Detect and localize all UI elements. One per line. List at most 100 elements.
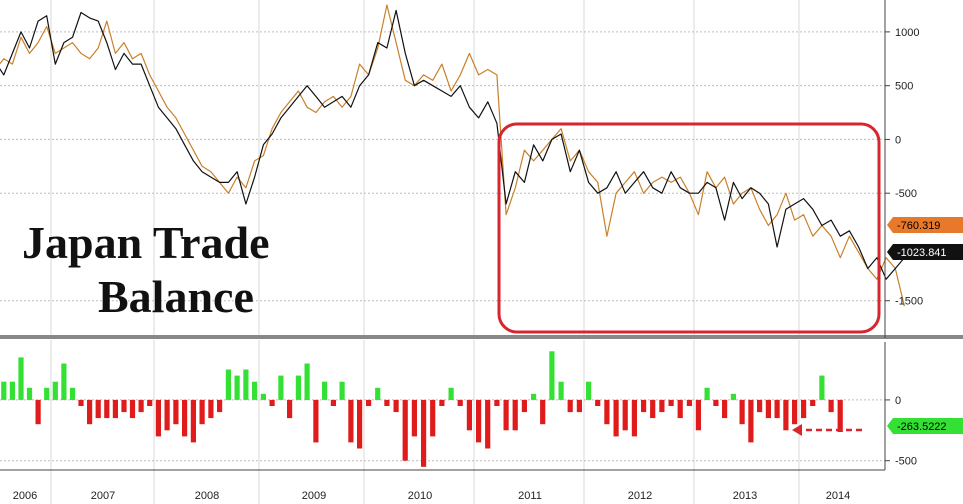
panel-separator [0, 335, 963, 339]
upper-y-ticks: 1000 500 0 -500 -1500 [885, 27, 923, 308]
bar [695, 399, 701, 431]
bar [765, 399, 771, 419]
chart-title-line-2: Balance [98, 271, 254, 322]
bar [104, 399, 110, 419]
upper-tick-label: 500 [895, 81, 913, 93]
year-label: 2013 [733, 490, 757, 502]
bar [837, 399, 843, 432]
upper-plot-area [0, 0, 885, 338]
bar [112, 399, 118, 419]
bar [78, 399, 84, 406]
bar [650, 399, 656, 419]
bar [225, 369, 231, 400]
bar [774, 399, 780, 419]
bar [567, 399, 573, 413]
bar [87, 399, 93, 425]
bar [208, 399, 214, 419]
bar [199, 399, 205, 425]
bar [295, 375, 301, 400]
bar [494, 399, 500, 406]
bar [121, 399, 127, 413]
bar [558, 381, 564, 400]
bar [357, 399, 363, 449]
bar [278, 375, 284, 400]
bar [810, 399, 816, 406]
bar [704, 387, 710, 400]
bar [819, 375, 825, 400]
bar [439, 399, 445, 406]
year-label: 2014 [826, 490, 850, 502]
bar [129, 399, 136, 419]
bar [686, 399, 692, 406]
bar [668, 399, 674, 406]
bar [430, 399, 436, 437]
lower-tick-label: -500 [895, 456, 917, 468]
bar [95, 399, 101, 419]
bar [287, 399, 293, 419]
bar [313, 399, 319, 443]
bar [801, 399, 807, 419]
bar [586, 381, 592, 400]
bar [512, 399, 518, 431]
bar [147, 399, 153, 406]
bar [622, 399, 628, 431]
bar [549, 351, 555, 400]
bar [322, 381, 328, 400]
bar [339, 381, 345, 400]
bar [190, 399, 196, 443]
bar [173, 399, 179, 425]
bar [61, 363, 67, 400]
upper-tick-label: 0 [895, 134, 901, 146]
dashed-arrow [792, 424, 862, 436]
bar [384, 399, 390, 406]
bar-series-group [1, 351, 843, 467]
lower-y-ticks: 0 -500 [885, 395, 917, 468]
bar [52, 381, 58, 400]
bar [1, 381, 7, 400]
bar [713, 399, 719, 406]
bar [69, 387, 76, 400]
chart-title-line-1: Japan Trade [22, 217, 270, 268]
bar [348, 399, 354, 443]
highlight-box [497, 122, 881, 334]
bar [402, 399, 408, 461]
bar [155, 399, 161, 437]
badge-orange: -760.319 [887, 217, 963, 233]
bar [164, 399, 170, 431]
bar [26, 387, 33, 400]
bar [748, 399, 754, 443]
bar [730, 393, 736, 400]
bar [722, 399, 728, 419]
bar [757, 399, 763, 413]
bar [576, 399, 582, 413]
bar [531, 393, 537, 400]
bar [631, 399, 637, 437]
bar [9, 381, 15, 400]
bar [182, 399, 188, 437]
year-label: 2007 [91, 490, 115, 502]
series-black-line [0, 9, 905, 280]
year-label: 2010 [408, 490, 432, 502]
horizontal-gridlines [0, 31, 885, 462]
bar [411, 399, 417, 437]
badge-black: -1023.841 [887, 244, 963, 260]
line-series-group [0, 4, 905, 307]
bar [269, 399, 275, 406]
bar [18, 357, 24, 400]
x-axis-years: 2006 2007 2008 2009 2010 2011 2012 2013 2014 [13, 490, 850, 502]
bar [792, 399, 798, 425]
bar [604, 399, 610, 425]
bar [260, 393, 266, 400]
bar [234, 375, 240, 400]
bar [613, 399, 619, 437]
bar [217, 399, 223, 413]
upper-tick-label: -1500 [895, 296, 923, 308]
year-label: 2012 [628, 490, 652, 502]
bar [421, 399, 427, 467]
badge-green: -263.5222 [887, 418, 963, 434]
year-label: 2009 [302, 490, 326, 502]
year-label: 2011 [518, 490, 542, 502]
badge-orange-label: -760.319 [897, 220, 940, 232]
bar [457, 399, 463, 406]
bar [476, 399, 482, 443]
